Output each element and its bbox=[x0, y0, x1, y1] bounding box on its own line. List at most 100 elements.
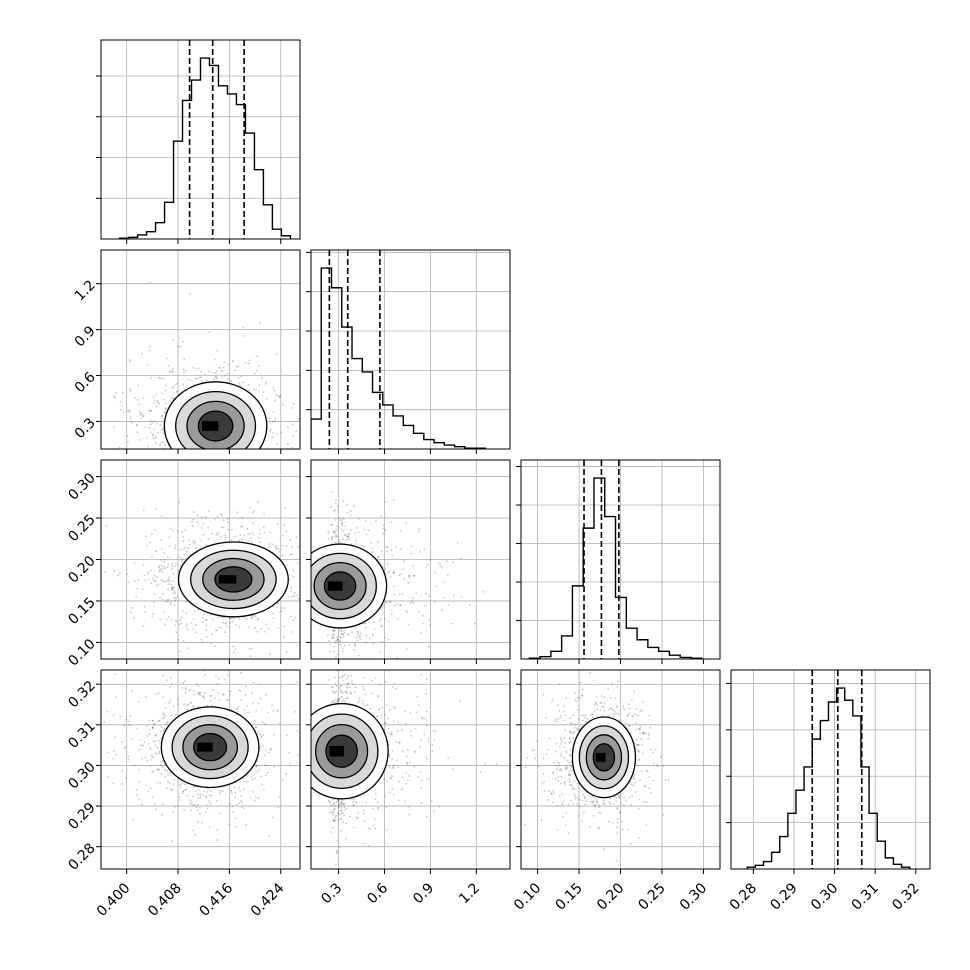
data-point bbox=[341, 521, 344, 524]
data-point bbox=[112, 757, 114, 760]
data-point bbox=[358, 518, 360, 520]
data-point bbox=[242, 326, 245, 329]
data-point bbox=[220, 477, 222, 479]
data-point bbox=[251, 702, 254, 705]
data-point bbox=[231, 620, 234, 623]
data-point bbox=[168, 370, 171, 372]
data-point bbox=[166, 598, 169, 601]
data-point bbox=[347, 633, 350, 635]
data-point bbox=[218, 677, 220, 680]
data-point bbox=[333, 650, 336, 653]
data-point bbox=[186, 708, 189, 711]
data-point bbox=[172, 705, 175, 708]
data-point bbox=[348, 532, 350, 535]
data-point bbox=[388, 755, 391, 757]
data-point bbox=[167, 364, 170, 367]
data-point bbox=[335, 685, 338, 687]
data-point bbox=[160, 538, 163, 541]
data-point bbox=[227, 470, 229, 472]
data-point bbox=[391, 685, 394, 688]
data-point bbox=[359, 634, 361, 637]
data-point bbox=[403, 560, 405, 562]
data-point bbox=[355, 636, 358, 639]
data-point bbox=[626, 714, 629, 717]
data-point bbox=[380, 624, 383, 627]
data-point bbox=[218, 470, 220, 472]
data-point bbox=[170, 714, 173, 717]
data-point bbox=[164, 408, 167, 410]
data-point bbox=[584, 714, 587, 716]
data-point bbox=[349, 815, 351, 818]
data-point bbox=[124, 747, 127, 749]
data-point bbox=[176, 595, 179, 598]
data-point bbox=[598, 804, 601, 807]
data-point bbox=[256, 765, 259, 767]
data-point bbox=[406, 762, 408, 765]
data-point bbox=[339, 817, 342, 820]
data-point bbox=[104, 571, 106, 574]
data-point bbox=[296, 729, 299, 732]
data-point bbox=[361, 647, 363, 649]
data-point bbox=[158, 402, 160, 405]
data-point bbox=[164, 623, 166, 626]
data-point bbox=[276, 442, 279, 445]
data-point bbox=[148, 733, 151, 735]
data-point bbox=[277, 547, 280, 550]
data-point bbox=[115, 391, 118, 394]
data-point bbox=[616, 705, 618, 707]
data-point bbox=[340, 628, 343, 631]
data-point bbox=[255, 389, 258, 391]
data-point bbox=[419, 770, 422, 773]
data-point bbox=[206, 807, 209, 810]
data-point bbox=[286, 443, 289, 445]
data-point bbox=[155, 733, 157, 736]
data-point bbox=[258, 477, 260, 479]
data-point bbox=[184, 687, 187, 689]
data-point bbox=[282, 544, 285, 547]
data-point bbox=[249, 507, 252, 509]
data-point bbox=[232, 458, 234, 460]
data-point bbox=[258, 540, 261, 543]
data-point bbox=[375, 520, 377, 523]
data-point bbox=[160, 570, 163, 573]
data-point bbox=[208, 451, 210, 453]
data-point bbox=[335, 690, 338, 692]
data-point bbox=[160, 514, 163, 517]
data-point bbox=[254, 726, 257, 729]
data-point bbox=[240, 538, 243, 541]
data-point bbox=[359, 638, 362, 641]
data-point bbox=[231, 659, 233, 661]
data-point bbox=[339, 684, 342, 687]
data-point bbox=[176, 698, 179, 701]
data-point bbox=[425, 678, 428, 681]
data-point bbox=[165, 679, 168, 682]
data-point bbox=[341, 799, 344, 801]
data-point bbox=[220, 370, 223, 372]
data-point bbox=[227, 470, 229, 472]
data-point bbox=[235, 365, 238, 368]
data-point bbox=[172, 338, 175, 341]
data-point bbox=[564, 729, 567, 732]
data-point bbox=[171, 529, 174, 532]
data-point bbox=[293, 710, 296, 713]
data-point bbox=[342, 530, 345, 533]
data-point bbox=[105, 525, 108, 527]
data-point bbox=[420, 801, 423, 804]
data-point bbox=[565, 749, 567, 752]
data-point bbox=[349, 510, 352, 513]
data-point bbox=[370, 692, 373, 695]
data-point bbox=[567, 773, 570, 776]
data-point bbox=[161, 717, 164, 720]
data-point bbox=[338, 697, 341, 700]
data-point bbox=[140, 412, 143, 415]
data-point bbox=[225, 465, 227, 467]
data-point bbox=[273, 457, 275, 459]
data-point bbox=[269, 428, 272, 431]
data-point bbox=[406, 779, 409, 782]
data-point bbox=[205, 380, 208, 382]
data-point bbox=[216, 829, 218, 832]
data-point bbox=[427, 740, 430, 742]
data-point bbox=[194, 790, 197, 792]
data-point bbox=[273, 399, 276, 402]
data-point bbox=[373, 627, 376, 630]
